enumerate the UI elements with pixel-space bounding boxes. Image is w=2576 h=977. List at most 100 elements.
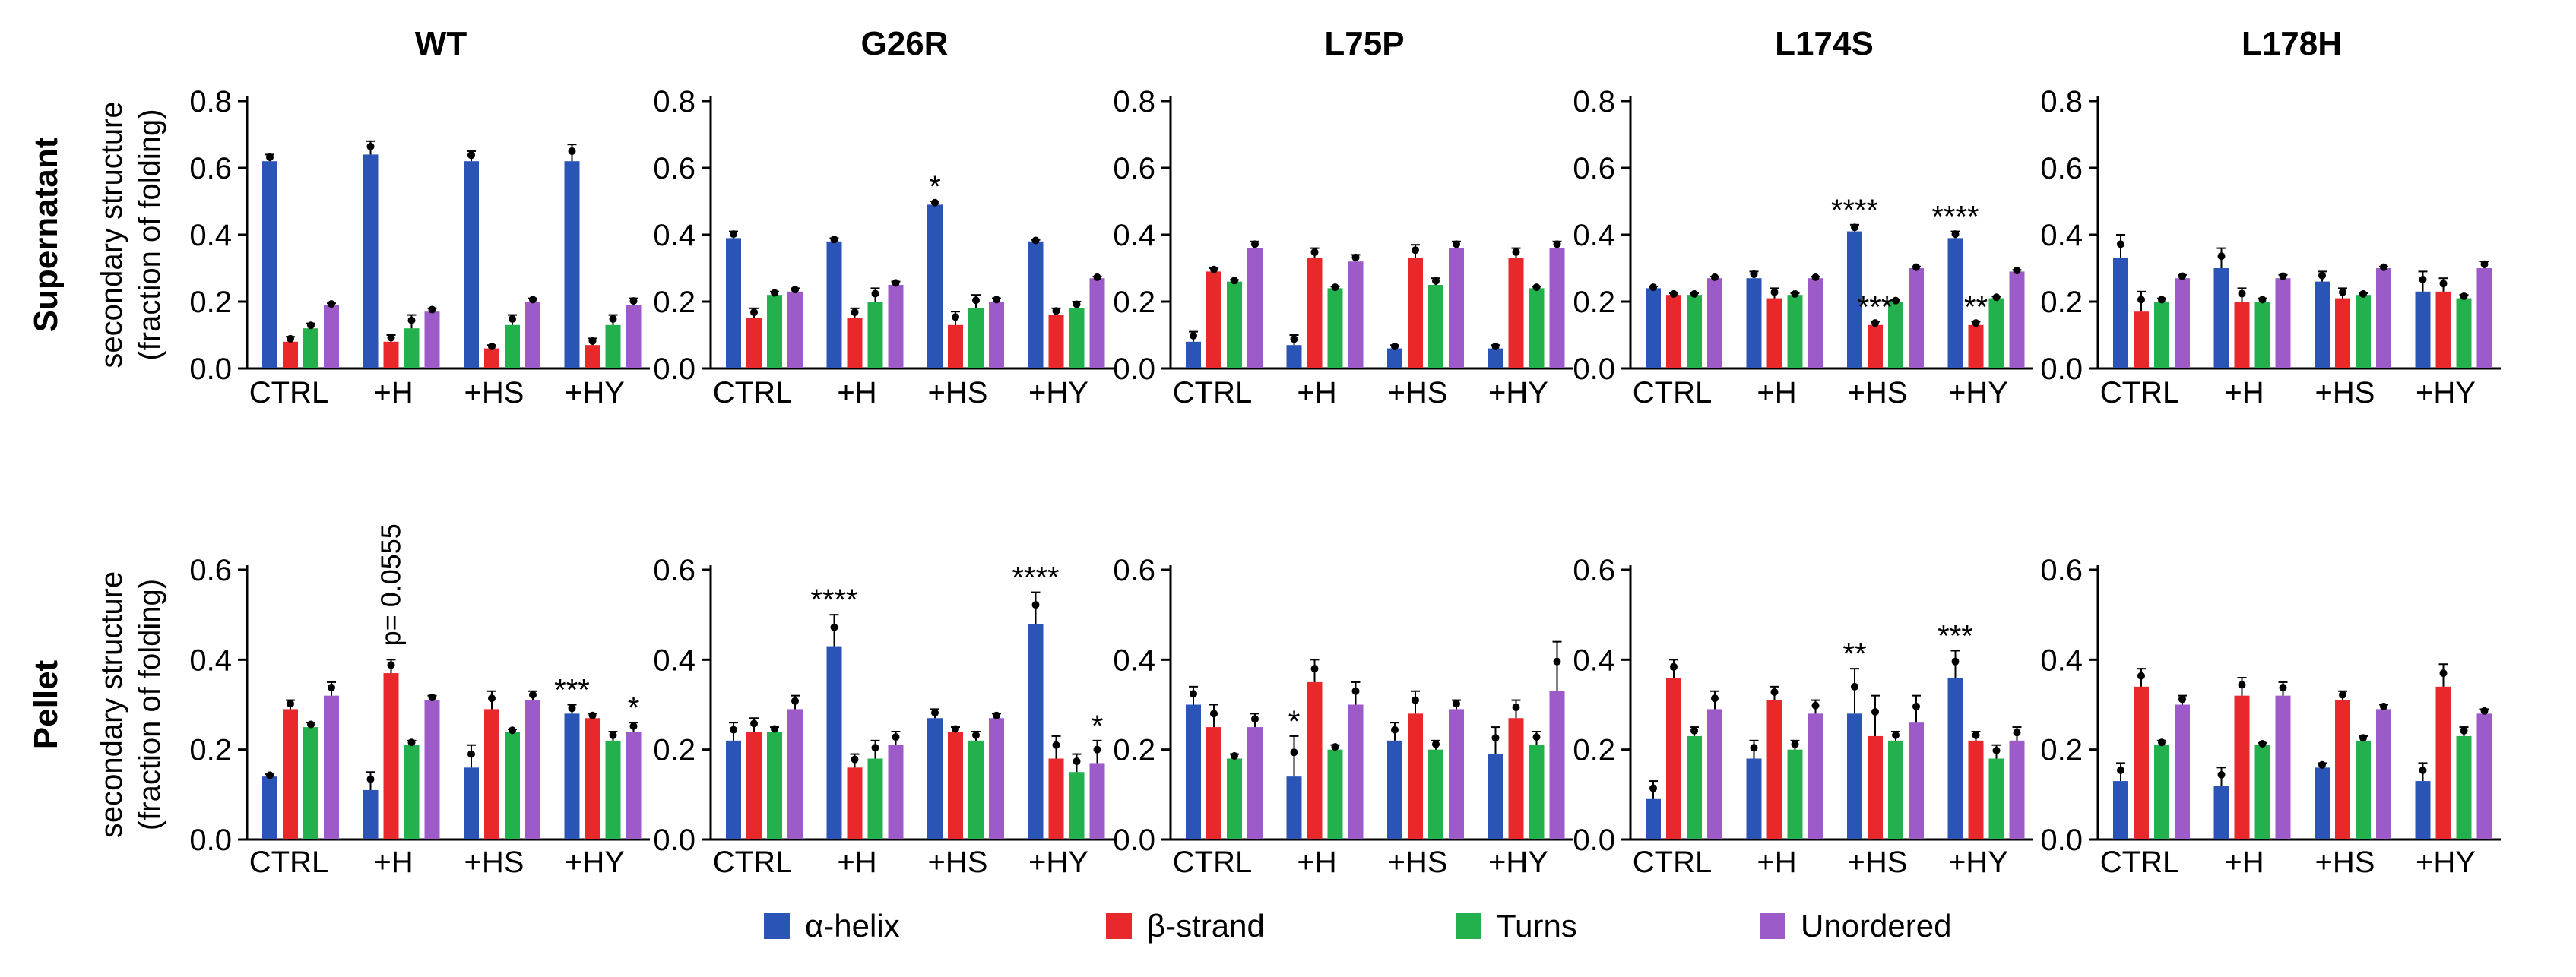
panel-supernatant-1-bar-turns-h	[404, 328, 420, 368]
panel-pellet-5-point-unordered-h	[2279, 684, 2287, 692]
panel-supernatant-3-bar-turns-hs	[1428, 285, 1443, 368]
panel-supernatant-4-x-label-h: +H	[1757, 376, 1796, 409]
panel-supernatant-4-x-label-hy: +HY	[1948, 376, 2008, 409]
panel-pellet-2-x-label-ctrl: CTRL	[713, 846, 792, 879]
panel-supernatant-1-bar-helix-hy	[564, 161, 580, 368]
panel-supernatant-4-point-unordered-hs	[1912, 263, 1920, 271]
panel-supernatant-5-bar-helix-hy	[2415, 291, 2431, 368]
row-label-supernatant: Supernatant	[27, 137, 65, 332]
panel-pellet-4-bar-strand-hs	[1868, 735, 1883, 839]
panel-pellet-3-y-tick-3-label: 0.6	[1113, 554, 1155, 587]
panel-pellet-1-bar-strand-hy	[585, 718, 600, 839]
panel-supernatant-3-point-turns-hy	[1532, 283, 1541, 292]
panel-pellet-1-bar-turns-hs	[505, 732, 520, 839]
panel-supernatant-4-bar-strand-hy	[1968, 324, 1984, 368]
panel-pellet-3-bar-strand-hs	[1408, 713, 1423, 839]
panel-supernatant-4-y-tick-1-label: 0.2	[1573, 286, 1615, 319]
panel-supernatant-5-point-unordered-ctrl	[2178, 272, 2186, 280]
panel-pellet-5-y-tick-3-label: 0.6	[2040, 554, 2083, 587]
panel-supernatant-3-point-strand-hs	[1412, 246, 1419, 255]
panel-supernatant-1-point-strand-h	[387, 334, 395, 342]
panel-supernatant-1-point-unordered-ctrl	[328, 300, 335, 308]
panel-pellet-2-annotation-0: ****	[810, 583, 857, 617]
panel-supernatant-2-bar-turns-hs	[968, 308, 984, 368]
panel-pellet-3-bar-turns-hs	[1428, 749, 1443, 839]
panel-pellet-2-bar-turns-h	[867, 758, 883, 839]
panel-supernatant-2-bar-turns-hy	[1069, 308, 1085, 368]
panel-supernatant-2-bar-unordered-hy	[1089, 278, 1105, 368]
panel-supernatant-2-point-strand-h	[851, 308, 859, 317]
panel-supernatant-2-point-helix-hy	[1031, 236, 1040, 245]
panel-supernatant-4-annotation-0: ****	[1831, 194, 1878, 227]
panel-pellet-5-x-label-h: +H	[2224, 846, 2264, 879]
panel-pellet-1-ylabel-line-1: secondary structure	[95, 571, 128, 838]
panel-pellet-5-point-turns-hy	[2460, 726, 2468, 735]
panel-supernatant-5-point-turns-h	[2258, 296, 2267, 304]
panel-supernatant-4-bar-helix-h	[1746, 278, 1762, 368]
panel-pellet-3-point-turns-h	[1331, 743, 1339, 751]
panel-pellet-5-x-label-hs: +HS	[2315, 846, 2375, 879]
panel-supernatant-4-y-tick-0-label: 0.0	[1573, 353, 1615, 386]
panel-supernatant-5-y-tick-1-label: 0.2	[2040, 286, 2083, 319]
panel-pellet-1-annotation-0: p= 0.0555	[375, 523, 407, 646]
panel-pellet-2-bar-unordered-h	[888, 745, 904, 839]
panel-pellet-4-x-label-hy: +HY	[1948, 846, 2008, 879]
panel-pellet-2-point-unordered-h	[892, 733, 900, 741]
panel-pellet-1-bar-strand-hs	[484, 709, 499, 839]
panel-supernatant-4-bar-unordered-h	[1808, 278, 1823, 368]
panel-supernatant-1-point-unordered-h	[428, 305, 436, 314]
panel-pellet-1-bar-helix-ctrl	[262, 776, 277, 839]
panel-pellet-1-point-strand-ctrl	[287, 700, 294, 708]
panel-supernatant-5-point-unordered-hy	[2480, 260, 2489, 268]
panel-pellet-4-point-unordered-ctrl	[1711, 694, 1719, 703]
panel-pellet-2-point-helix-ctrl	[730, 726, 737, 734]
panel-pellet-5-bar-unordered-hy	[2476, 713, 2492, 839]
panel-pellet-2-point-unordered-hs	[993, 711, 1000, 719]
panel-supernatant-5-bar-helix-hs	[2315, 281, 2330, 368]
panel-supernatant-2-y-tick-4-label: 0.8	[653, 85, 695, 119]
panel-pellet-3-bar-helix-hs	[1387, 740, 1402, 839]
panel-supernatant-3-bar-strand-ctrl	[1206, 271, 1221, 368]
panel-supernatant-3-point-turns-ctrl	[1231, 277, 1238, 285]
panel-pellet-1-point-turns-hs	[509, 726, 516, 735]
panel-supernatant-1-ylabel-line-1: secondary structure	[95, 101, 128, 368]
panel-supernatant-3-y-tick-2-label: 0.4	[1113, 219, 1155, 252]
panel-pellet-4-x-label-ctrl: CTRL	[1633, 846, 1712, 879]
panel-pellet-4-point-turns-ctrl	[1690, 726, 1698, 735]
panel-pellet-1-point-helix-h	[366, 775, 375, 783]
panel-supernatant-2-bar-strand-h	[847, 318, 863, 368]
panel-supernatant-1-ylabel-line-2: (fraction of folding)	[133, 109, 166, 360]
panel-supernatant-4-bar-turns-h	[1787, 295, 1803, 368]
panel-pellet-1-x-label-hy: +HY	[565, 846, 625, 879]
panel-supernatant-1-point-helix-ctrl	[266, 153, 274, 161]
panel-supernatant-2-point-turns-ctrl	[771, 289, 778, 297]
legend-label-unordered: Unordered	[1801, 908, 1952, 944]
panel-supernatant-2-point-turns-h	[871, 289, 879, 298]
panel-supernatant-4-x-label-ctrl: CTRL	[1633, 376, 1712, 409]
panel-supernatant-5-point-strand-ctrl	[2137, 296, 2145, 304]
panel-pellet-3-x-label-ctrl: CTRL	[1173, 846, 1252, 879]
panel-supernatant-5-bar-turns-hs	[2356, 295, 2371, 368]
panel-supernatant-5-y-tick-3-label: 0.6	[2040, 152, 2083, 185]
panel-pellet-5-point-helix-ctrl	[2117, 766, 2124, 774]
panel-supernatant-4-point-helix-h	[1750, 270, 1758, 278]
panel-pellet-3-bar-strand-h	[1307, 681, 1323, 839]
panel-pellet-5-bar-unordered-hs	[2376, 709, 2391, 839]
panel-pellet-1-bar-helix-hs	[464, 767, 479, 839]
panel-supernatant-3-bar-helix-hs	[1387, 348, 1402, 368]
panel-pellet-2-point-helix-h	[830, 623, 838, 631]
panel-supernatant-4-point-helix-hy	[1951, 230, 1960, 239]
panel-pellet-1-bar-turns-ctrl	[303, 727, 318, 839]
panel-pellet-5-y-tick-1-label: 0.2	[2040, 734, 2083, 767]
panel-supernatant-1-title: WT	[415, 25, 467, 62]
panel-supernatant-3-x-label-ctrl: CTRL	[1173, 376, 1252, 409]
panel-pellet-1-ylabel-line-2: (fraction of folding)	[133, 579, 166, 830]
panel-supernatant-5-y-tick-4-label: 0.8	[2040, 85, 2083, 119]
panel-supernatant-1-point-helix-hy	[568, 147, 576, 155]
panel-pellet-4-bar-strand-h	[1766, 700, 1782, 839]
panel-pellet-1-point-strand-h	[387, 661, 395, 669]
panel-pellet-2-bar-unordered-hy	[1089, 763, 1105, 839]
panel-pellet-4-y-tick-0-label: 0.0	[1573, 824, 1615, 857]
panel-pellet-1-point-turns-hy	[609, 731, 617, 739]
panel-pellet-4-point-helix-ctrl	[1649, 784, 1657, 792]
